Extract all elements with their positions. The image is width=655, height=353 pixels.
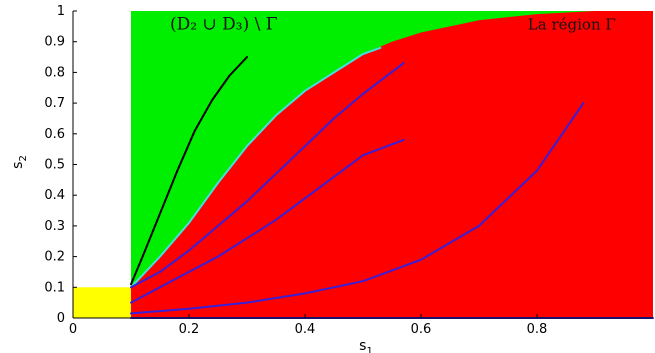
- series-line-0: [130, 56, 248, 286]
- series-line-2: [130, 62, 405, 289]
- gamma-region: [131, 11, 653, 318]
- y-tick-label: 0.7: [44, 96, 65, 111]
- y-tick-label: 0.9: [44, 35, 65, 50]
- y-tick-label: 0.3: [44, 219, 65, 234]
- y-tick-label: 0.4: [44, 188, 65, 203]
- annotation-d2-d3-minus-gamma: (D₂ ∪ D₃) \ Γ: [170, 14, 278, 34]
- series-line-4: [130, 102, 585, 315]
- x-tick-label: 0.4: [295, 322, 316, 337]
- y-axis-label-sub: 2: [18, 155, 29, 161]
- x-tick-label: 0.6: [411, 322, 432, 337]
- x-tick-label: 0: [69, 322, 77, 337]
- y-tick-label: 0: [57, 311, 65, 326]
- y-axis-label-main: s: [10, 162, 26, 169]
- y-tick-label: 0.5: [44, 158, 65, 173]
- y-tick-label: 0.1: [44, 280, 65, 295]
- yellow-square: [73, 287, 131, 318]
- annotation-gamma-region: La région Γ: [528, 15, 616, 33]
- chart-regions: [73, 11, 653, 318]
- series-line-3: [130, 138, 405, 304]
- x-axis-label-main: s: [359, 338, 366, 353]
- x-tick-label: 0.2: [179, 322, 200, 337]
- y-tick-label: 0.8: [44, 65, 65, 80]
- series-line-1: [130, 46, 382, 289]
- x-axis-label: s1: [359, 338, 373, 353]
- x-axis-label-sub: 1: [366, 346, 372, 353]
- chart-ticks: 0 0.2 0.4 0.6 0.8 0 0.1 0.2 0.3 0.4 0.5 0.6 0.7 0.8 0.…: [44, 4, 547, 337]
- y-tick-label: 1: [57, 4, 65, 19]
- y-tick-label: 0.6: [44, 127, 65, 142]
- y-tick-label: 0.2: [44, 250, 65, 265]
- y-axis-label: s2: [10, 155, 29, 169]
- x-tick-label: 0.8: [527, 322, 548, 337]
